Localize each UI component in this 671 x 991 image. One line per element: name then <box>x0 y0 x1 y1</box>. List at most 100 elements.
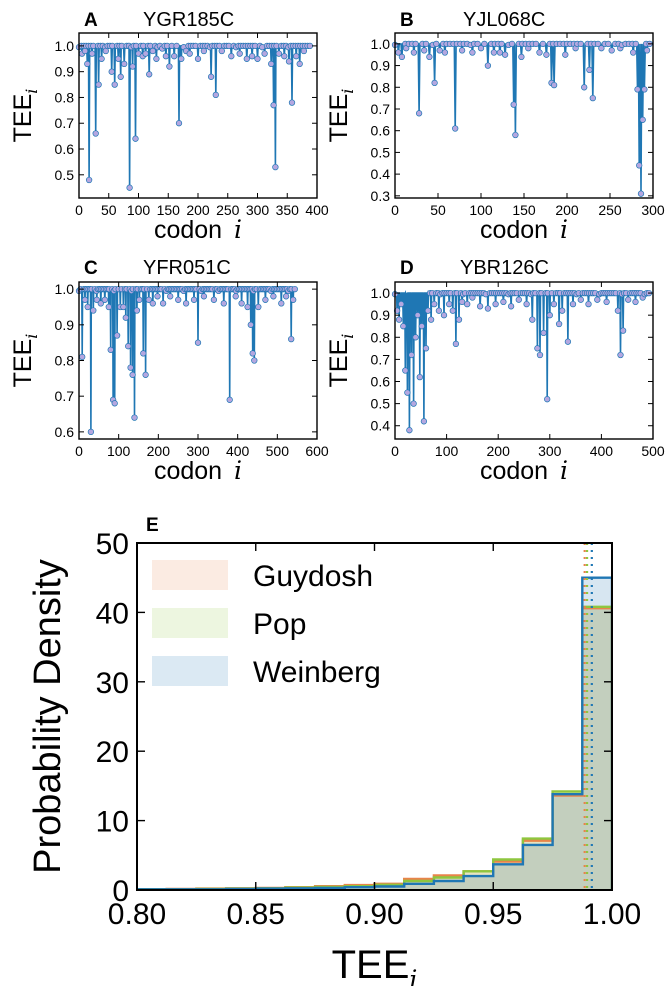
panel-d-data-point <box>458 298 466 306</box>
panel-a-data-point <box>84 60 91 68</box>
panel-a-data-point <box>293 53 300 60</box>
panel-d-y-tick-label: 0.4 <box>371 418 391 434</box>
panel-a-y-tick-label: 0.9 <box>55 64 75 80</box>
panel-d-data-point <box>544 396 551 403</box>
panel-d-data-point <box>507 303 515 310</box>
panel-a-data-point <box>117 73 124 80</box>
panel-c-data-point <box>282 293 290 300</box>
panel-c-data-point <box>90 307 97 314</box>
panel-d-title: YBR126C <box>460 257 549 279</box>
panel-d-data-point <box>464 300 471 308</box>
panel-a-data-point <box>288 99 296 106</box>
panel-a-data-point <box>178 55 185 62</box>
panel-b-data-point <box>415 110 423 117</box>
panel-b-data-point <box>398 53 406 61</box>
panel-b-data-point <box>643 47 651 54</box>
panel-c-data-point <box>244 303 251 311</box>
panel-d-x-tick-label: 400 <box>590 443 614 459</box>
panel-d: D YBR126C 0 100 200 300 400 500 0.4 0.5 0.6 0.7 0.… <box>325 257 665 485</box>
panel-b-data-point <box>469 49 476 56</box>
panel-c-data-point <box>200 293 208 300</box>
panel-d-data-point <box>619 327 627 334</box>
panel-c-data-point <box>175 296 182 303</box>
panel-a-data-point <box>149 47 156 55</box>
panel-a-data-point <box>142 50 149 57</box>
panel-c-data-point <box>159 300 167 307</box>
panel-d-data-point <box>523 300 530 308</box>
panel-a-title: YGR185C <box>143 9 234 31</box>
panel-b-data-point <box>512 131 519 139</box>
panel-b-data-point <box>637 190 645 197</box>
panel-b-data-point <box>474 40 481 48</box>
panel-a-data-point <box>85 176 93 184</box>
panel-a-data-point <box>166 63 173 70</box>
panel-a-y-tick-label: 0.6 <box>55 141 75 157</box>
panel-a-x-tick-label: 300 <box>246 202 270 218</box>
panel-b-data-point <box>634 86 641 93</box>
panel-d-data-point <box>431 300 438 308</box>
panel-a-x-tick-label: 0 <box>75 202 83 218</box>
panel-c-data-point <box>247 321 254 328</box>
panel-b-data-point <box>452 125 459 132</box>
legend-label-guydosh: Guydosh <box>253 560 373 593</box>
panel-a-data-point <box>228 53 235 60</box>
panel-b-data-point <box>630 49 637 56</box>
panel-d-data-point <box>546 312 553 319</box>
panel-b-data-point <box>598 45 605 52</box>
panel-d-data-point <box>559 307 566 314</box>
panel-b-data-point <box>481 40 488 48</box>
panel-d-data-point <box>427 316 435 323</box>
panel-e-plot-area <box>137 543 612 890</box>
panel-c-data-point <box>238 300 245 307</box>
panel-a-data-point <box>146 71 153 78</box>
panel-c-data-point <box>154 293 161 300</box>
panel-a-data-point <box>153 55 160 62</box>
panel-c-x-tick-label: 100 <box>107 443 131 459</box>
panel-c-data-point <box>142 371 149 378</box>
panel-b-data-point <box>501 51 509 58</box>
panel-d-y-axis-label: TEEi <box>325 334 357 388</box>
hist-fill-pop <box>137 606 612 890</box>
panel-a-data-point <box>95 81 102 88</box>
panel-c-data-point <box>113 332 121 339</box>
panel-d-data-point <box>402 367 409 374</box>
panel-b-data-point <box>586 66 593 74</box>
panel-c-y-tick-label: 0.7 <box>55 388 75 404</box>
panel-d-data-point <box>550 300 558 308</box>
panel-a-data-point <box>88 50 96 57</box>
panel-d-data-point <box>406 427 413 434</box>
panel-a-y-tick-label: 0.5 <box>55 167 75 183</box>
panel-c-data-point <box>190 296 198 303</box>
panel-c-data-point <box>136 296 143 303</box>
panel-b-x-tick-label: 200 <box>555 202 579 218</box>
panel-c-data-point <box>111 400 118 407</box>
panel-e-y-tick-label: 10 <box>96 806 129 839</box>
panel-a-data-point <box>175 120 183 127</box>
panel-b-data-point <box>562 51 569 58</box>
panel-b-data-point <box>410 49 418 56</box>
panel-b-data-point <box>589 94 596 102</box>
panel-a-y-axis-label: TEEi <box>9 89 41 143</box>
panel-b-data-point <box>477 45 485 52</box>
panel-a-data-point <box>268 60 275 68</box>
panel-a-x-tick-label: 150 <box>157 202 181 218</box>
panel-letter-c: C <box>84 258 98 279</box>
panel-b-data-point <box>508 40 516 48</box>
panel-d-data-point <box>395 316 403 323</box>
panel-c-data-point <box>249 350 256 357</box>
panel-b-data-point <box>608 47 615 54</box>
panel-a-data-point <box>126 184 133 191</box>
panel-c-data-point <box>232 293 239 300</box>
panel-c-x-tick-label: 0 <box>75 443 83 459</box>
panel-b-data-point <box>422 40 430 48</box>
panel-d-data-point <box>492 300 499 308</box>
panel-c-y-tick-label: 1.0 <box>55 281 75 297</box>
panel-c-data-point <box>226 396 233 403</box>
panel-a-data-point <box>194 55 202 62</box>
panel-a-data-point <box>171 53 178 60</box>
panel-c-x-tick-label: 200 <box>147 443 171 459</box>
panel-d-data-point <box>422 345 430 352</box>
panel-d-data-point <box>418 323 425 330</box>
panel-b-data-point <box>458 47 466 54</box>
